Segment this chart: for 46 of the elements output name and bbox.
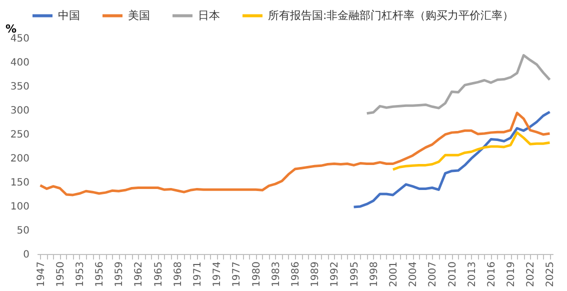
x-tick-label: 1959: [114, 262, 126, 287]
y-tick-label: 0: [23, 250, 30, 260]
x-tick-label: 1992: [330, 262, 341, 287]
y-tick-label: 250: [10, 130, 30, 140]
y-tick-label: 50: [16, 226, 30, 236]
y-tick-label: 100: [10, 202, 30, 212]
x-tick-label: 2022: [526, 262, 537, 287]
x-tick-label: 1995: [349, 262, 360, 287]
x-tick-label: 1968: [172, 262, 184, 287]
x-tick-label: 2013: [466, 262, 478, 287]
x-tick-label: 1962: [134, 262, 145, 287]
x-tick-label: 1974: [212, 262, 224, 287]
y-tick-label: 200: [10, 154, 30, 164]
x-tick-label: 1977: [232, 262, 243, 287]
x-tick-label: 1950: [55, 262, 66, 287]
legend-label: 中国: [58, 8, 80, 22]
x-tick-label: 2004: [408, 262, 420, 287]
x-tick-label: 2025: [545, 262, 556, 287]
line-series: [392, 131, 551, 171]
x-tick-label: 2001: [388, 262, 400, 287]
y-tick-label: 350: [10, 82, 30, 92]
x-tick-label: 1989: [310, 262, 322, 287]
x-tick-label: 2016: [486, 262, 498, 287]
line-series: [366, 54, 551, 115]
y-tick-label: 450: [10, 34, 30, 44]
x-tick-label: 1980: [251, 262, 262, 287]
y-tick-label: 300: [10, 106, 30, 116]
x-tick-label: 1971: [192, 262, 204, 287]
line-series: [39, 112, 551, 196]
legend-label: 美国: [128, 8, 150, 22]
x-tick-label: 1986: [290, 262, 302, 287]
x-tick-label: 2019: [506, 262, 518, 287]
x-tick-label: 2010: [447, 262, 458, 287]
x-tick-label: 1953: [74, 262, 86, 287]
x-tick-label: 1998: [368, 262, 380, 287]
legend-label: 所有报告国:非金融部门杠杆率（购买力平价汇率）: [268, 8, 514, 22]
legend-label: 日本: [198, 8, 220, 22]
x-tick-label: 1965: [153, 262, 164, 287]
x-tick-label: 1983: [270, 262, 282, 287]
x-tick-label: 2007: [428, 262, 439, 287]
y-tick-label: 400: [10, 58, 30, 68]
line-series: [352, 110, 551, 208]
x-tick-label: 1947: [36, 262, 47, 287]
y-axis-title: %: [6, 22, 17, 36]
y-tick-label: 150: [10, 178, 30, 188]
x-tick-label: 1956: [94, 262, 106, 287]
